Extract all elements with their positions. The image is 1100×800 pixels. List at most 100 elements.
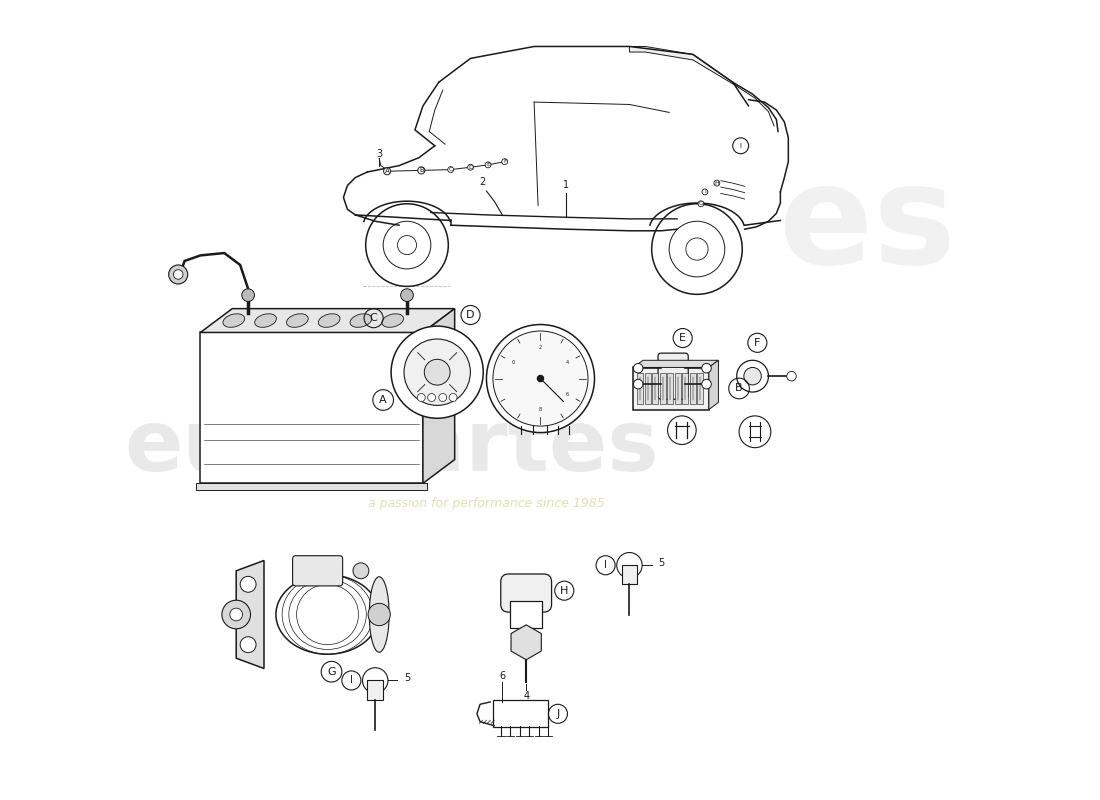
Text: 4: 4: [566, 360, 569, 366]
Circle shape: [786, 371, 796, 381]
Text: G: G: [327, 666, 336, 677]
Text: B: B: [735, 383, 743, 394]
Circle shape: [400, 289, 414, 302]
Ellipse shape: [382, 314, 404, 327]
Polygon shape: [200, 333, 422, 483]
Text: l: l: [739, 142, 741, 149]
Circle shape: [404, 339, 471, 406]
Bar: [682, 373, 689, 404]
Circle shape: [439, 394, 447, 402]
Polygon shape: [200, 309, 454, 333]
Text: H: H: [560, 586, 569, 596]
Text: 1: 1: [563, 180, 569, 190]
Circle shape: [739, 416, 771, 448]
Text: F: F: [755, 338, 760, 348]
Circle shape: [537, 374, 544, 382]
Text: H: H: [715, 181, 719, 186]
Text: F: F: [503, 159, 506, 164]
Polygon shape: [422, 309, 454, 483]
Text: A: A: [385, 168, 389, 174]
Text: I: I: [704, 190, 706, 194]
Ellipse shape: [318, 314, 340, 327]
Bar: [697, 373, 703, 404]
Circle shape: [240, 637, 256, 653]
Circle shape: [617, 553, 642, 578]
Circle shape: [486, 325, 594, 433]
Bar: [652, 373, 658, 404]
Text: D: D: [469, 165, 473, 170]
Text: 5: 5: [404, 673, 410, 683]
Circle shape: [493, 331, 588, 426]
Circle shape: [634, 363, 642, 373]
Circle shape: [368, 603, 390, 626]
Text: G: G: [698, 202, 703, 206]
Circle shape: [363, 668, 388, 693]
Circle shape: [744, 367, 761, 385]
Text: 6: 6: [499, 670, 505, 681]
Bar: [645, 373, 651, 404]
Circle shape: [222, 600, 251, 629]
Text: 2: 2: [480, 177, 485, 187]
Circle shape: [242, 289, 254, 302]
Text: B: B: [419, 167, 424, 174]
Circle shape: [417, 394, 426, 402]
Bar: [675, 373, 681, 404]
Polygon shape: [629, 46, 737, 86]
Circle shape: [174, 270, 183, 279]
Text: A: A: [379, 395, 387, 405]
Circle shape: [425, 359, 450, 385]
FancyBboxPatch shape: [634, 367, 708, 410]
Text: 3: 3: [376, 149, 383, 158]
Bar: [660, 373, 666, 404]
Text: I: I: [604, 560, 607, 570]
Text: 0: 0: [512, 360, 515, 366]
FancyBboxPatch shape: [510, 601, 542, 628]
Polygon shape: [512, 625, 541, 660]
Circle shape: [240, 576, 256, 592]
Circle shape: [668, 416, 696, 445]
FancyBboxPatch shape: [500, 574, 551, 612]
Circle shape: [702, 363, 712, 373]
Text: J: J: [557, 709, 560, 719]
FancyBboxPatch shape: [367, 681, 383, 699]
Circle shape: [353, 563, 369, 578]
Polygon shape: [236, 561, 264, 669]
Text: a passion for performance since 1985: a passion for performance since 1985: [368, 497, 605, 510]
Text: E: E: [486, 162, 490, 167]
Text: 8: 8: [539, 407, 542, 412]
Circle shape: [392, 326, 483, 418]
Ellipse shape: [276, 574, 380, 654]
Text: 4: 4: [524, 691, 529, 702]
Polygon shape: [197, 483, 427, 490]
Text: europartes: europartes: [124, 406, 659, 489]
Circle shape: [737, 360, 769, 392]
Polygon shape: [708, 360, 718, 410]
Text: 2: 2: [539, 345, 542, 350]
FancyBboxPatch shape: [621, 566, 637, 584]
Ellipse shape: [255, 314, 276, 327]
Bar: [690, 373, 696, 404]
FancyBboxPatch shape: [293, 556, 343, 586]
Circle shape: [230, 608, 243, 621]
Text: es: es: [779, 158, 956, 293]
Text: 5: 5: [658, 558, 664, 568]
Circle shape: [428, 394, 436, 402]
Text: I: I: [350, 675, 353, 686]
FancyBboxPatch shape: [493, 700, 548, 727]
Ellipse shape: [223, 314, 244, 327]
Text: D: D: [466, 310, 475, 320]
Circle shape: [449, 394, 458, 402]
Ellipse shape: [350, 314, 372, 327]
Circle shape: [168, 265, 188, 284]
Bar: [668, 373, 673, 404]
Polygon shape: [634, 360, 718, 367]
Text: C: C: [370, 313, 377, 323]
Text: 6: 6: [566, 392, 569, 397]
FancyBboxPatch shape: [658, 353, 689, 399]
Ellipse shape: [370, 577, 389, 652]
Text: C: C: [449, 167, 453, 172]
Bar: [637, 373, 644, 404]
Circle shape: [702, 379, 712, 389]
Text: E: E: [679, 333, 686, 343]
Ellipse shape: [286, 314, 308, 327]
